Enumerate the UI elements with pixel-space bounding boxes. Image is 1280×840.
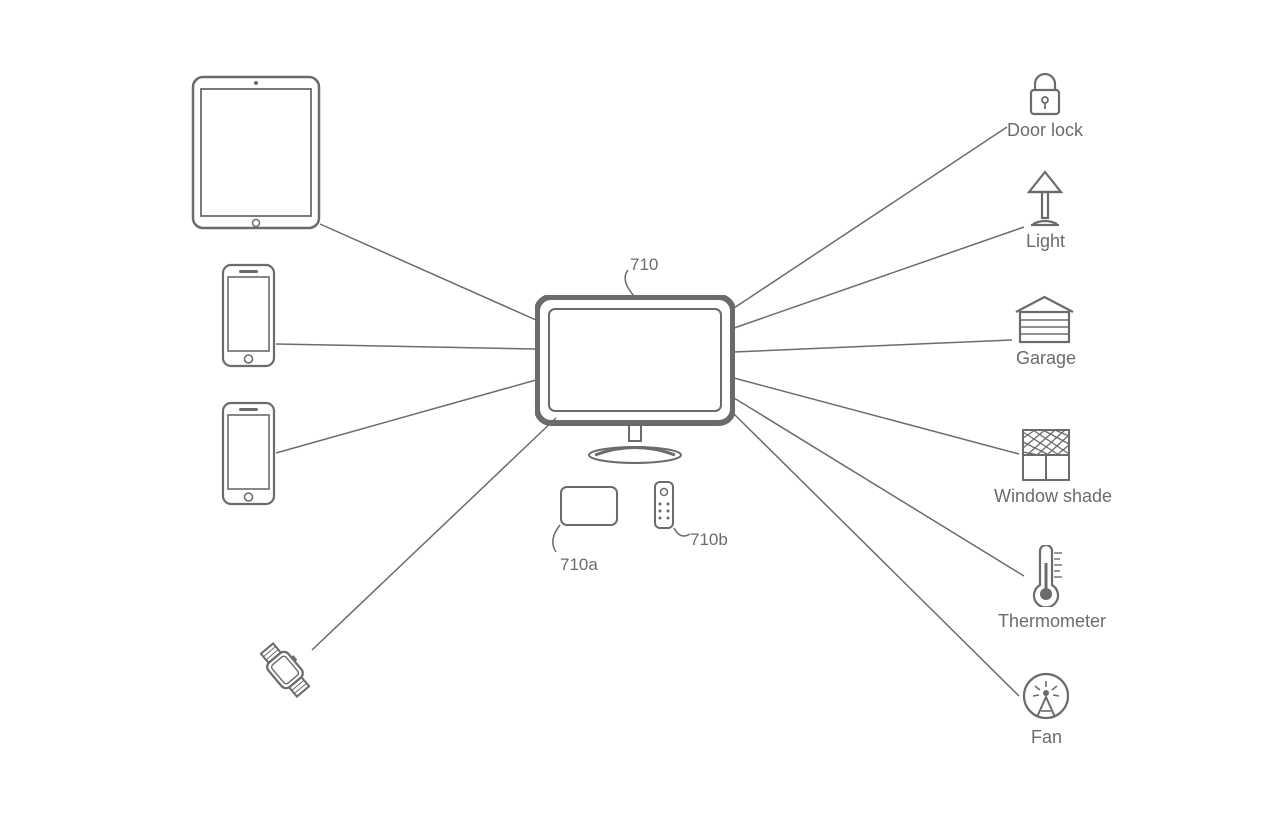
light-label: Light bbox=[1026, 231, 1065, 252]
diagram-canvas: { "type": "network", "canvas": { "w": 12… bbox=[0, 0, 1280, 840]
doorlock-icon bbox=[1025, 70, 1065, 116]
ref-label-710: 710 bbox=[630, 255, 658, 275]
windowshade-icon bbox=[1021, 428, 1071, 482]
doorlock-label: Door lock bbox=[1007, 120, 1083, 141]
ref-label-710a: 710a bbox=[560, 555, 598, 575]
tv-hub-icon bbox=[535, 295, 735, 465]
light-icon bbox=[1025, 170, 1065, 228]
thermometer-icon bbox=[1026, 545, 1066, 607]
garage-label: Garage bbox=[1016, 348, 1076, 369]
thermometer-label: Thermometer bbox=[998, 611, 1106, 632]
fan-label: Fan bbox=[1031, 727, 1062, 748]
ref-label-710b: 710b bbox=[690, 530, 728, 550]
watch-icon bbox=[250, 640, 320, 700]
remote-icon bbox=[653, 480, 675, 530]
windowshade-label: Window shade bbox=[994, 486, 1112, 507]
phone-icon bbox=[221, 263, 276, 368]
tablet-icon bbox=[191, 75, 321, 230]
settop-box-icon bbox=[559, 485, 619, 527]
fan-icon bbox=[1021, 671, 1071, 723]
phone-icon bbox=[221, 401, 276, 506]
garage-icon bbox=[1013, 294, 1076, 344]
